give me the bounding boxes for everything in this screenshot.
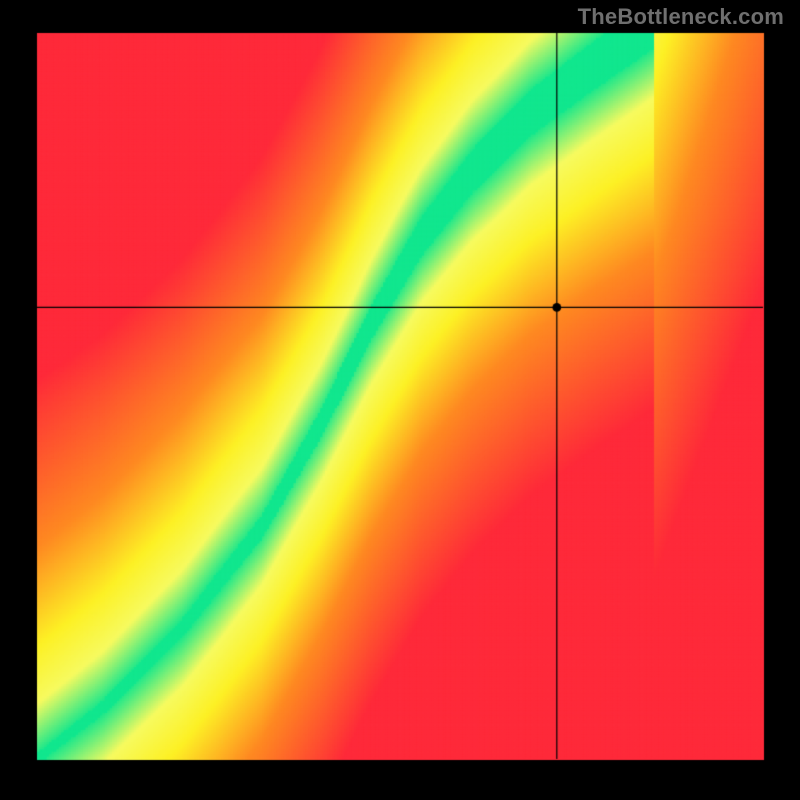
watermark-text: TheBottleneck.com <box>578 4 784 30</box>
chart-container: TheBottleneck.com <box>0 0 800 800</box>
bottleneck-heatmap-canvas <box>0 0 800 800</box>
